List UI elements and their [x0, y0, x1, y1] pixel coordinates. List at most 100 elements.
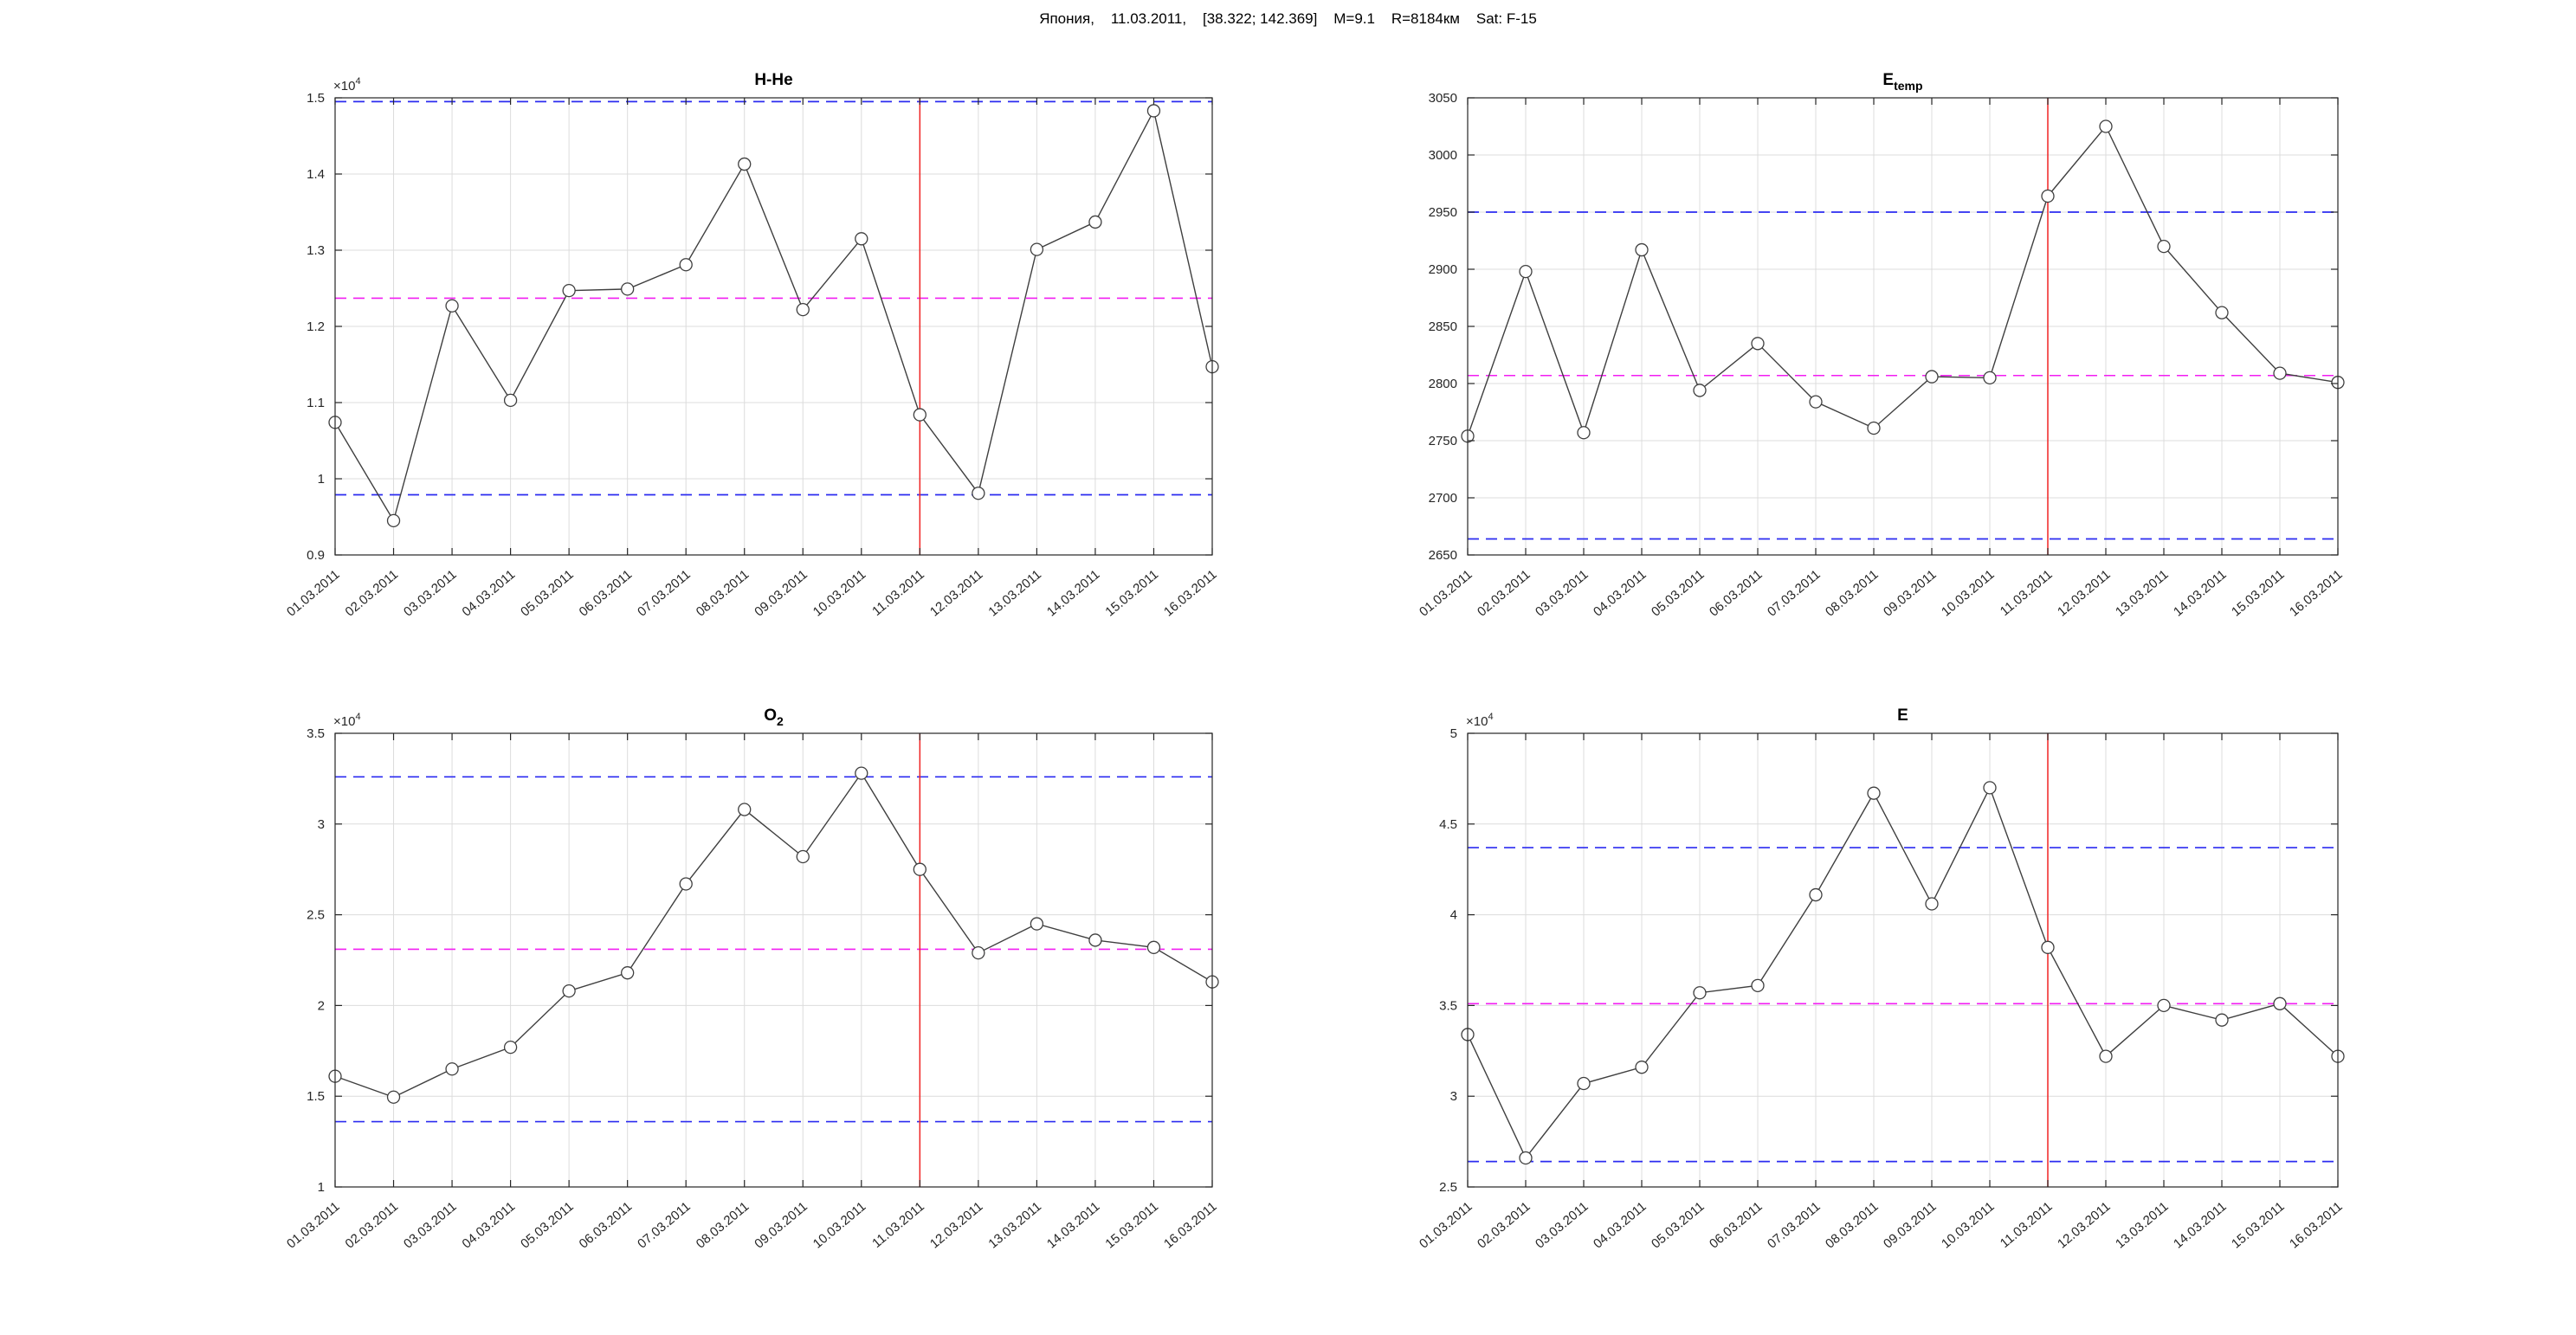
data-point-marker — [562, 984, 576, 998]
x-tick-label: 02.03.2011 — [1475, 1199, 1533, 1252]
data-point-marker — [503, 1040, 518, 1054]
data-point-marker — [2157, 998, 2171, 1013]
x-tick-label: 08.03.2011 — [694, 1199, 752, 1252]
x-tick-label: 02.03.2011 — [343, 1199, 402, 1252]
data-point-marker — [1751, 978, 1765, 992]
y-tick-label: 5 — [1450, 726, 1457, 741]
x-tick-label: 04.03.2011 — [460, 1199, 519, 1252]
x-tick-label: 09.03.2011 — [752, 567, 810, 620]
subplot-title: H-He — [754, 71, 792, 89]
x-tick-label: 10.03.2011 — [810, 1199, 869, 1252]
data-point-marker — [1146, 940, 1161, 954]
data-point-marker — [1088, 933, 1102, 947]
subplot-e-temp: 2650 2700 2750 2800 2850 2900 2950 3000 3050 01.0… — [1417, 71, 2346, 620]
x-tick-label: 13.03.2011 — [2113, 567, 2172, 620]
data-point-marker — [1030, 917, 1044, 931]
y-tick-label: 3000 — [1429, 148, 1457, 163]
data-point-marker — [2273, 366, 2287, 380]
data-point-marker — [2215, 306, 2229, 319]
x-tick-label: 06.03.2011 — [1707, 567, 1766, 620]
data-point-marker — [1088, 215, 1102, 229]
plot-area — [335, 733, 1212, 1187]
plot-area — [1468, 733, 2338, 1187]
data-point-marker — [1519, 264, 1533, 279]
data-point-marker — [796, 849, 810, 864]
x-tick-label: 08.03.2011 — [694, 567, 752, 620]
data-point-marker — [972, 487, 985, 500]
figure-title: Япония, 11.03.2011, [38.322; 142.369] M=… — [1039, 10, 1537, 27]
y-tick-label: 2750 — [1429, 434, 1457, 448]
x-tick-label: 02.03.2011 — [343, 567, 402, 620]
data-point-marker — [679, 258, 693, 272]
y-tick-labels: 0.9 1 1.1 1.2 1.3 1.4 1.5 — [307, 91, 325, 563]
y-tick-label: 4 — [1450, 908, 1457, 923]
y-axis-exponent: ×104 — [333, 76, 361, 94]
data-point-marker — [445, 1062, 459, 1076]
data-point-marker — [2041, 189, 2055, 203]
data-point-marker — [2099, 1049, 2113, 1063]
data-point-marker — [679, 877, 693, 891]
data-point-marker — [2099, 119, 2113, 133]
x-tick-label: 04.03.2011 — [1591, 1199, 1650, 1252]
x-tick-label: 09.03.2011 — [1881, 1199, 1940, 1252]
data-point-marker — [386, 513, 401, 528]
x-tick-label: 05.03.2011 — [518, 567, 577, 620]
x-tick-label: 15.03.2011 — [2229, 1199, 2288, 1252]
data-point-marker — [796, 302, 810, 317]
x-tick-label: 06.03.2011 — [1707, 1199, 1766, 1252]
y-tick-label: 2900 — [1429, 262, 1457, 277]
data-point-marker — [445, 299, 459, 313]
x-tick-label: 12.03.2011 — [2055, 567, 2114, 620]
data-point-marker — [2215, 1013, 2229, 1027]
x-tick-label: 06.03.2011 — [577, 1199, 636, 1252]
data-point-marker — [855, 766, 868, 780]
x-tick-labels: 01.03.2011 02.03.2011 03.03.2011 04.03.2011… — [1417, 1199, 2346, 1252]
x-tick-label: 05.03.2011 — [518, 1199, 577, 1252]
y-tick-labels: 2650 2700 2750 2800 2850 2900 2950 3000 3050 — [1429, 91, 1457, 563]
x-tick-label: 15.03.2011 — [2229, 567, 2288, 620]
series-markers — [1461, 119, 2345, 443]
series-line — [1467, 786, 2339, 1159]
data-point-marker — [738, 157, 752, 171]
y-tick-label: 0.9 — [307, 548, 325, 563]
x-tick-labels: 01.03.2011 02.03.2011 03.03.2011 04.03.2011… — [284, 567, 1220, 620]
y-tick-label: 1 — [318, 472, 325, 487]
series-line — [334, 771, 1213, 1099]
x-tick-label: 15.03.2011 — [1102, 567, 1161, 620]
x-tick-label: 09.03.2011 — [752, 1199, 810, 1252]
data-point-marker — [1693, 384, 1707, 397]
subplot-title: E — [1897, 706, 1908, 725]
x-tick-label: 02.03.2011 — [1475, 567, 1533, 620]
x-tick-label: 06.03.2011 — [577, 567, 636, 620]
tick-marks — [334, 732, 1213, 1188]
subplot-title: Etemp — [1882, 71, 1922, 93]
x-tick-label: 04.03.2011 — [460, 567, 519, 620]
x-tick-label: 12.03.2011 — [927, 567, 986, 620]
data-point-marker — [1519, 1151, 1533, 1165]
y-tick-label: 1.2 — [307, 319, 325, 334]
x-tick-label: 14.03.2011 — [1044, 567, 1103, 620]
x-tick-label: 01.03.2011 — [1417, 567, 1475, 620]
tick-marks — [1467, 732, 2339, 1188]
x-tick-label: 15.03.2011 — [1102, 1199, 1161, 1252]
data-point-marker — [1635, 1061, 1649, 1074]
x-tick-label: 07.03.2011 — [1765, 567, 1824, 620]
x-tick-label: 16.03.2011 — [2287, 567, 2346, 620]
y-tick-label: 1 — [318, 1180, 325, 1195]
y-tick-label: 3 — [318, 817, 325, 832]
data-point-marker — [913, 408, 926, 422]
data-point-marker — [2273, 996, 2287, 1010]
x-tick-label: 10.03.2011 — [810, 567, 869, 620]
data-point-marker — [1867, 786, 1881, 800]
series-markers — [328, 766, 1219, 1104]
x-tick-label: 14.03.2011 — [2171, 567, 2230, 620]
x-tick-label: 03.03.2011 — [1533, 1199, 1591, 1252]
subplot-h-he: 0.911.11.21.31.41.501.03.2011 02.03.2011 0… — [284, 71, 1220, 620]
subplot-title: O2 — [764, 706, 784, 728]
data-point-marker — [1577, 426, 1591, 440]
x-tick-label: 13.03.2011 — [985, 1199, 1044, 1252]
x-tick-label: 01.03.2011 — [1417, 1199, 1475, 1252]
x-tick-label: 11.03.2011 — [869, 1199, 927, 1251]
x-tick-label: 11.03.2011 — [869, 567, 927, 619]
